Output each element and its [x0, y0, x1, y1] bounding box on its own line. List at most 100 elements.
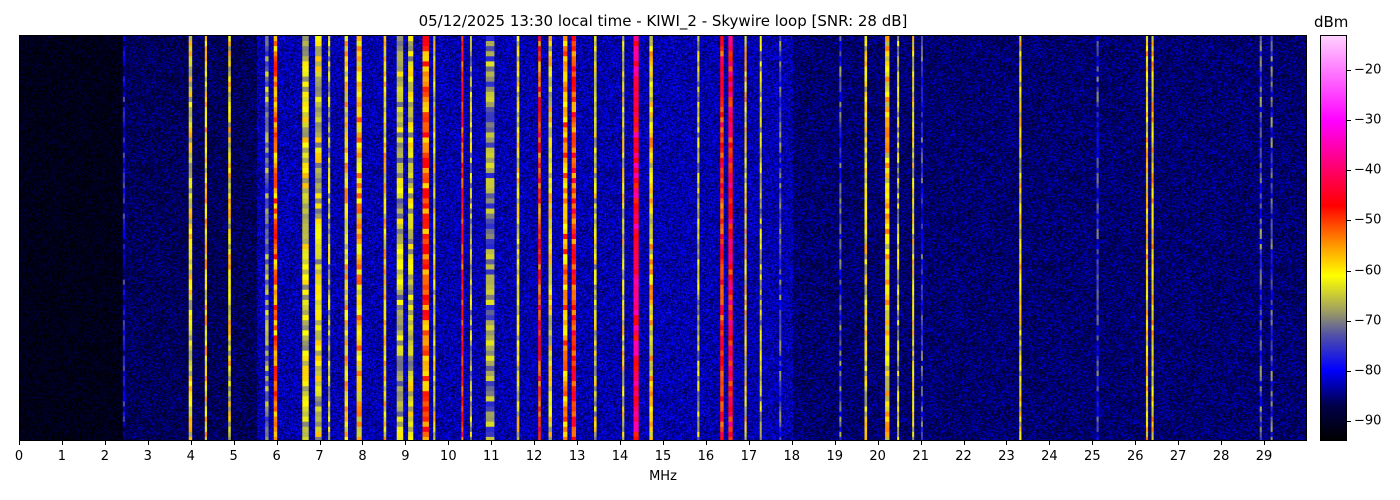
signal-cell [885, 56, 890, 62]
signal-cell [885, 274, 890, 281]
signal-cell [538, 96, 541, 103]
signal-cell [649, 122, 653, 128]
signal-cell [563, 279, 568, 286]
signal-cell [396, 431, 404, 438]
signal-cell [912, 396, 915, 402]
signal-cell [396, 355, 404, 362]
signal-cell [188, 279, 193, 286]
signal-cell [728, 345, 733, 352]
signal-cell [779, 107, 782, 113]
signal-cell [516, 61, 520, 67]
signal-cell [228, 36, 231, 42]
signal-cell [920, 381, 923, 387]
signal-cell [344, 340, 349, 347]
signal-cell [571, 249, 576, 255]
signal-cell [594, 284, 597, 291]
signal-cell [759, 188, 762, 194]
signal-cell [571, 436, 576, 440]
signal-cell [315, 436, 322, 440]
signal-cell [188, 142, 193, 149]
signal-cell [1019, 167, 1022, 174]
signal-cell [302, 365, 309, 372]
signal-cell [1096, 335, 1099, 341]
signal-cell [912, 173, 915, 179]
signal-cell [396, 386, 404, 392]
signal-cell [485, 71, 495, 78]
signal-cell [744, 244, 747, 250]
signal-cell [563, 61, 568, 67]
signal-cell [548, 416, 552, 423]
signal-cell [188, 193, 193, 199]
signal-cell [485, 56, 495, 62]
signal-cell [563, 188, 568, 194]
signal-cell [265, 279, 269, 286]
signal-cell [315, 350, 322, 357]
signal-cell [897, 299, 900, 306]
signal-cell [563, 233, 568, 240]
signal-cell [228, 167, 231, 174]
signal-cell [204, 376, 207, 382]
signal-cell [563, 436, 568, 440]
signal-cell [538, 203, 541, 210]
signal-cell [744, 56, 747, 62]
signal-cell [728, 269, 733, 276]
signal-cell [516, 289, 520, 296]
signal-cell [328, 294, 331, 301]
signal-cell [912, 335, 915, 341]
signal-cell [744, 137, 747, 144]
signal-cell [408, 289, 414, 296]
signal-cell [864, 421, 868, 428]
signal-cell [461, 71, 464, 78]
signal-cell [228, 315, 231, 321]
signal-cell [1151, 91, 1154, 98]
x-tick [276, 441, 278, 445]
signal-cell [204, 218, 207, 225]
signal-cell [885, 406, 890, 413]
signal-cell [315, 345, 322, 352]
signal-cell [839, 406, 842, 413]
signal-cell [649, 401, 653, 407]
signal-cell [302, 401, 309, 407]
signal-cell [1151, 137, 1154, 144]
signal-cell [649, 436, 653, 440]
signal-cell [885, 294, 890, 301]
signal-cell [469, 208, 472, 215]
signal-cell [633, 370, 639, 377]
signal-cell [469, 233, 472, 240]
signal-cell [422, 76, 429, 83]
signal-cell [885, 264, 890, 270]
signal-cell [839, 426, 842, 433]
signal-cell [759, 36, 762, 42]
signal-cell [1096, 41, 1099, 47]
signal-cell [720, 183, 724, 189]
signal-cell [1270, 81, 1273, 88]
signal-line [1259, 36, 1262, 440]
signal-cell [720, 198, 724, 204]
signal-cell [433, 365, 436, 372]
signal-cell [122, 284, 125, 291]
signal-cell [188, 310, 193, 316]
signal-cell [1096, 360, 1099, 367]
signal-cell [516, 416, 520, 423]
signal-cell [779, 381, 782, 387]
signal-cell [633, 436, 639, 440]
signal-cell [396, 345, 404, 352]
signal-cell [433, 41, 436, 47]
signal-cell [563, 386, 568, 392]
signal-cell [422, 223, 429, 230]
signal-cell [408, 320, 414, 326]
signal-cell [538, 173, 541, 179]
signal-cell [461, 320, 464, 326]
signal-cell [1151, 127, 1154, 133]
signal-cell [897, 233, 900, 240]
signal-cell [422, 157, 429, 164]
signal-cell [396, 244, 404, 250]
signal-cell [1096, 330, 1099, 336]
signal-cell [744, 365, 747, 372]
signal-cell [920, 152, 923, 159]
signal-cell [759, 421, 762, 428]
signal-cell [1096, 157, 1099, 164]
signal-cell [633, 147, 639, 154]
signal-cell [912, 315, 915, 321]
signal-cell [897, 127, 900, 133]
